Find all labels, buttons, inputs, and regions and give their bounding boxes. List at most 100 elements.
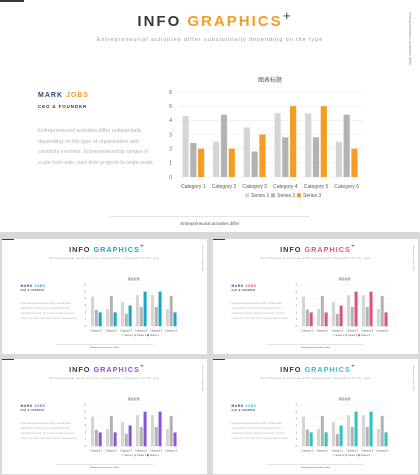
x-tick-label: Category 1 xyxy=(301,450,314,453)
page-title: INFO GRAPHICS xyxy=(0,13,420,30)
bar-2-4 xyxy=(139,306,143,327)
x-tick-label: Category 5 xyxy=(361,330,374,333)
slide-3[interactable]: INFO GRAPHICS + Entrepreneurial activities… xyxy=(213,239,418,354)
y-tick-label: 6 xyxy=(296,404,298,407)
bar-3-4 xyxy=(354,291,358,327)
bar-3-2 xyxy=(324,312,328,327)
top-accent-bar xyxy=(213,359,225,360)
bar-3-6 xyxy=(351,148,358,177)
x-tick-label: Category 6 xyxy=(334,184,359,190)
bar-1-3 xyxy=(120,302,125,327)
bar-3-5 xyxy=(369,291,373,327)
bar-2-2 xyxy=(109,415,113,447)
legend-label: Series 3 xyxy=(361,454,371,457)
legend-label: Series 2 xyxy=(277,193,296,199)
slide-4[interactable]: INFO GRAPHICS + Entrepreneurial activities… xyxy=(2,359,207,474)
bar-3-5 xyxy=(158,411,162,447)
y-tick-label: 3 xyxy=(296,304,298,307)
bar-2-6 xyxy=(380,295,384,327)
bar-3-4 xyxy=(143,291,147,327)
legend-swatch xyxy=(134,454,137,457)
side-caption: Entrepreneurial activities differ xyxy=(408,12,413,66)
bar-2-1 xyxy=(305,309,309,327)
bar-2-3 xyxy=(124,433,128,447)
presenter-last-name: JOBS xyxy=(65,92,90,99)
bar-1-1 xyxy=(302,296,306,327)
bar-2-5 xyxy=(365,426,369,447)
body-paragraph: Entrepreneurial activities differ substa… xyxy=(231,301,289,321)
x-tick-label: Category 3 xyxy=(242,184,267,190)
slide-5[interactable]: INFO GRAPHICS + Entrepreneurial activities… xyxy=(213,359,418,474)
bar-2-5 xyxy=(154,426,158,447)
bar-3-5 xyxy=(158,291,162,327)
presenter-last-name: JOBS xyxy=(245,283,257,288)
bar-1-1 xyxy=(302,416,306,447)
y-tick-label: 1 xyxy=(169,161,172,167)
bar-3-6 xyxy=(173,312,177,327)
y-tick-label: 0 xyxy=(296,445,298,448)
bar-3-2 xyxy=(324,432,328,447)
bar-1-5 xyxy=(150,295,154,327)
chart-title: 图表标题 xyxy=(339,276,351,281)
y-tick-label: 3 xyxy=(85,424,87,427)
legend-label: Series 2 xyxy=(137,454,147,457)
bar-3-5 xyxy=(369,411,373,447)
title-word-graphics: GRAPHICS xyxy=(304,245,351,255)
bar-3-6 xyxy=(384,312,388,327)
footer-divider xyxy=(55,464,154,466)
y-tick-label: 2 xyxy=(296,431,298,434)
y-tick-label: 2 xyxy=(85,431,87,434)
x-tick-label: Category 4 xyxy=(346,450,359,453)
legend-label: Series 2 xyxy=(348,454,358,457)
x-tick-label: Category 4 xyxy=(273,184,298,190)
bar-1-5 xyxy=(305,113,312,177)
bar-1-2 xyxy=(317,428,321,447)
slide-1[interactable]: INFO GRAPHICS + Entrepreneurial activities… xyxy=(0,0,420,232)
title-word-info: INFO xyxy=(69,245,94,255)
bar-3-5 xyxy=(320,106,327,177)
bar-2-2 xyxy=(220,114,228,177)
y-tick-label: 1 xyxy=(85,318,87,321)
x-tick-label: Category 2 xyxy=(316,330,329,333)
y-tick-label: 0 xyxy=(296,325,298,328)
bar-1-4 xyxy=(346,415,350,447)
page-subtitle: Entrepreneurial activities differ substa… xyxy=(96,37,324,43)
y-tick-label: 0 xyxy=(85,325,87,328)
x-tick-label: Category 5 xyxy=(150,450,163,453)
presenter-first-name: MARK xyxy=(38,92,66,99)
chart-title: 图表标题 xyxy=(339,396,351,401)
y-tick-label: 5 xyxy=(85,411,87,414)
bar-1-3 xyxy=(120,422,125,447)
legend-swatch xyxy=(245,193,249,198)
bar-1-6 xyxy=(335,141,342,177)
top-accent-bar xyxy=(213,239,225,240)
page-title: INFO GRAPHICS xyxy=(2,245,207,254)
bar-2-6 xyxy=(343,114,350,177)
legend-swatch xyxy=(297,193,301,198)
y-tick-label: 3 xyxy=(169,132,172,138)
presenter-role: CEO & FOUNDER xyxy=(231,409,256,412)
presenter-first-name: MARK xyxy=(20,283,35,288)
presenter-first-name: MARK xyxy=(231,283,246,288)
page-subtitle: Entrepreneurial activities differ substa… xyxy=(49,377,160,381)
legend-label: Series 2 xyxy=(137,334,147,337)
title-word-graphics: GRAPHICS xyxy=(93,365,140,375)
legend-swatch xyxy=(271,193,275,198)
bar-2-4 xyxy=(282,137,289,177)
footer-divider xyxy=(266,464,365,466)
bar-1-2 xyxy=(106,308,110,327)
chart-title: 图表标题 xyxy=(128,396,140,401)
x-tick-label: Category 5 xyxy=(150,330,163,333)
plus-icon: + xyxy=(140,362,144,370)
footer-caption: Entrepreneurial activities differ xyxy=(90,466,119,469)
bar-2-3 xyxy=(124,313,128,327)
slide-2[interactable]: INFO GRAPHICS + Entrepreneurial activities… xyxy=(2,239,207,354)
bar-2-4 xyxy=(139,426,143,447)
bar-2-4 xyxy=(350,306,354,327)
footer-caption: Entrepreneurial activities differ xyxy=(301,346,330,349)
body-paragraph: Entrepreneurial activities differ substa… xyxy=(20,301,78,321)
x-tick-label: Category 4 xyxy=(135,450,148,453)
